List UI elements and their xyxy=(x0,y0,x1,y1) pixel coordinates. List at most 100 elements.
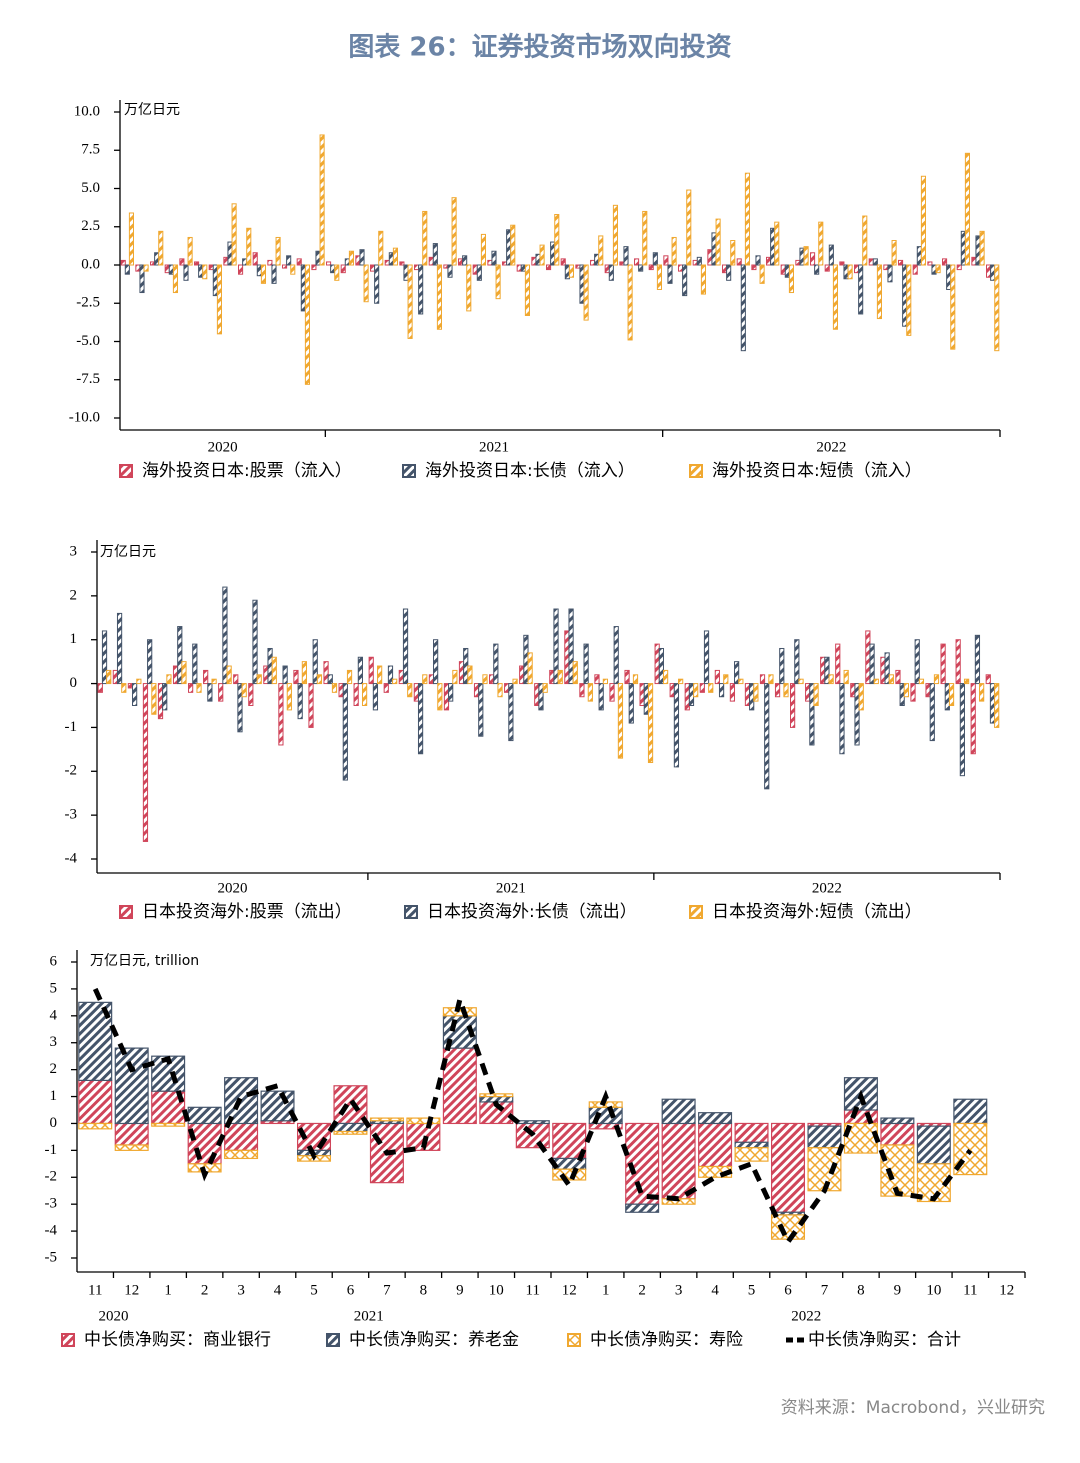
bar xyxy=(723,674,729,685)
bar xyxy=(718,683,725,698)
x-group-label: 2022 xyxy=(812,880,842,896)
bar xyxy=(639,683,645,706)
bar xyxy=(648,264,654,271)
y-tick-label: 2 xyxy=(70,587,78,603)
bar xyxy=(448,683,454,702)
bar xyxy=(248,683,254,706)
bar xyxy=(575,264,581,269)
bar xyxy=(898,259,904,266)
bar xyxy=(506,229,512,266)
bar xyxy=(278,683,284,746)
bar xyxy=(604,264,610,274)
y-tick-label: 10.0 xyxy=(74,103,100,119)
stack-segment xyxy=(114,1047,149,1125)
legend-swatch xyxy=(404,905,418,919)
bar xyxy=(368,656,374,685)
bar xyxy=(467,665,473,685)
bar xyxy=(135,264,141,272)
x-group-label: 2022 xyxy=(791,1308,821,1324)
bar xyxy=(428,674,435,685)
bar xyxy=(774,683,781,698)
bar xyxy=(116,612,123,685)
bar xyxy=(516,264,522,272)
bar xyxy=(301,661,307,685)
legend-swatch xyxy=(689,464,703,478)
bar xyxy=(357,656,363,685)
bar xyxy=(338,683,344,698)
stack-segment xyxy=(151,1122,186,1127)
stack-segment xyxy=(698,1122,733,1168)
bar xyxy=(286,683,292,711)
bar xyxy=(188,683,194,693)
bar xyxy=(359,249,365,266)
stack-segment xyxy=(333,1085,368,1125)
y-tick-label: 0 xyxy=(50,1115,58,1131)
bar xyxy=(162,683,168,711)
bar xyxy=(143,264,149,272)
x-tick-label: 3 xyxy=(237,1282,245,1298)
legend-label: 日本投资海外:股票（流出） xyxy=(142,902,352,922)
bar xyxy=(508,683,514,742)
y-tick-label: 1 xyxy=(50,1088,58,1104)
bar xyxy=(948,683,955,706)
bar xyxy=(340,264,346,274)
bar xyxy=(489,674,495,685)
bar xyxy=(150,261,156,266)
bar xyxy=(520,264,526,272)
stack-segment xyxy=(187,1122,222,1165)
stack-segment xyxy=(333,1122,368,1133)
stack-segment xyxy=(369,1117,404,1122)
bar xyxy=(120,259,126,266)
bar xyxy=(858,264,864,315)
bar xyxy=(940,643,946,685)
bar xyxy=(374,264,380,304)
y-tick-label: -4 xyxy=(45,1223,58,1239)
bar xyxy=(260,264,266,284)
bar xyxy=(678,678,684,685)
legend-swatch xyxy=(402,464,416,478)
y-tick-label: -3 xyxy=(65,807,78,823)
bar xyxy=(895,669,901,685)
y-tick-label: -5 xyxy=(45,1249,58,1265)
bar xyxy=(203,669,209,685)
stack-segment xyxy=(661,1122,696,1200)
bar xyxy=(617,683,624,759)
bar xyxy=(233,674,239,685)
bar xyxy=(971,256,977,266)
bar xyxy=(662,669,669,685)
bar xyxy=(935,264,941,274)
stack-segment xyxy=(770,1214,806,1240)
bar xyxy=(986,264,992,278)
bar xyxy=(311,264,317,271)
bar xyxy=(780,264,786,275)
bar xyxy=(433,639,439,685)
bar xyxy=(583,264,589,321)
bar xyxy=(342,683,348,781)
legend-label: 海外投资日本:短债（流入） xyxy=(712,461,922,481)
bar xyxy=(956,264,962,271)
bar xyxy=(164,264,170,274)
bar xyxy=(809,683,815,746)
bar xyxy=(738,678,744,685)
bar xyxy=(198,264,204,278)
bar xyxy=(835,643,841,685)
y-tick-label: -2.5 xyxy=(76,295,100,311)
legend-swatch xyxy=(326,1333,340,1347)
y-tick-label: 5 xyxy=(50,980,58,996)
bar xyxy=(734,661,740,685)
stack-segment xyxy=(734,1147,769,1162)
bar xyxy=(535,253,541,266)
bar xyxy=(194,261,200,266)
y-tick-label: -10.0 xyxy=(69,409,100,425)
x-tick-label: 2 xyxy=(638,1282,646,1298)
bar xyxy=(798,678,804,685)
bar xyxy=(361,683,368,706)
bar xyxy=(304,264,310,385)
bar xyxy=(759,674,766,685)
legend-label: 中长债净购买：合计 xyxy=(808,1330,961,1350)
y-tick-label: 3 xyxy=(50,1034,58,1050)
bar xyxy=(715,218,721,266)
y-tick-label: -4 xyxy=(65,850,78,866)
bar xyxy=(196,683,202,693)
stack-segment xyxy=(515,1120,550,1125)
